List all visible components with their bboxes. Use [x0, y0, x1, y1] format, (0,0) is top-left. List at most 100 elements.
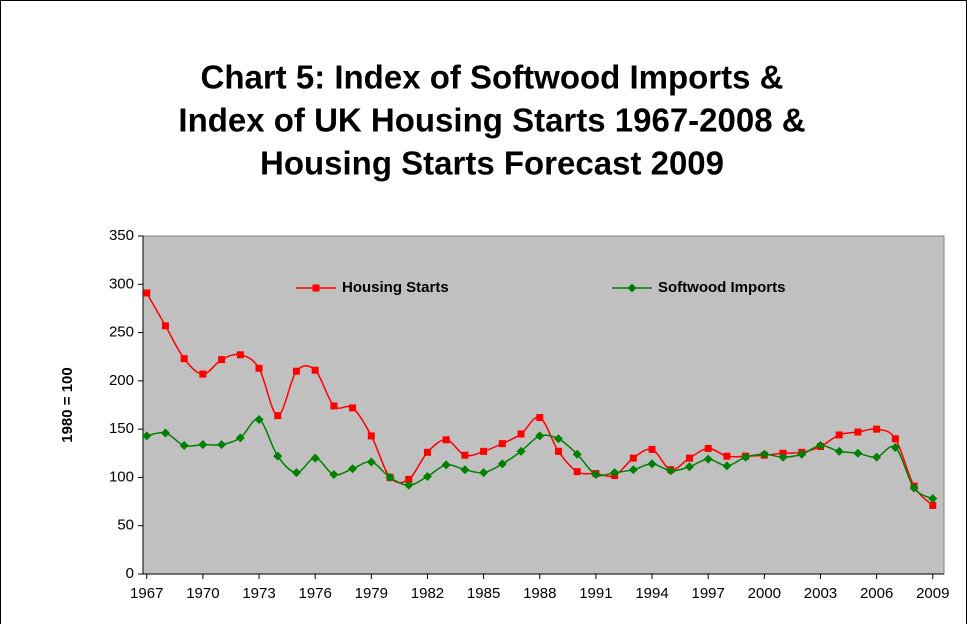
marker-square — [648, 445, 656, 453]
marker-square — [442, 436, 450, 444]
chart-title: Index of UK Housing Starts 1967-2008 & — [178, 102, 805, 139]
marker-square — [704, 444, 712, 452]
marker-diamond — [684, 462, 694, 472]
marker-diamond — [310, 453, 320, 463]
marker-square — [835, 431, 843, 439]
y-tick-label: 150 — [109, 420, 134, 437]
marker-square — [685, 454, 693, 462]
marker-diamond — [460, 465, 470, 475]
x-tick-label: 1985 — [467, 585, 500, 602]
marker-diamond — [198, 440, 208, 450]
y-tick-label: 350 — [109, 227, 134, 244]
x-tick-label: 1967 — [130, 585, 163, 602]
marker-square — [143, 289, 151, 297]
marker-square — [929, 501, 937, 509]
marker-diamond — [610, 468, 620, 478]
marker-square — [180, 355, 188, 363]
marker-diamond — [815, 441, 825, 451]
marker-diamond — [479, 468, 489, 478]
marker-square — [573, 468, 581, 476]
marker-diamond — [404, 480, 414, 490]
marker-square — [461, 451, 469, 459]
x-tick-label: 1988 — [523, 585, 556, 602]
marker-diamond — [366, 457, 376, 467]
x-tick-label: 1994 — [635, 585, 668, 602]
marker-diamond — [591, 470, 601, 480]
marker-diamond — [627, 283, 637, 293]
x-tick-label: 1976 — [298, 585, 331, 602]
marker-diamond — [497, 459, 507, 469]
marker-diamond — [179, 441, 189, 451]
y-tick-label: 300 — [109, 275, 134, 292]
x-tick-label: 2006 — [860, 585, 893, 602]
marker-square — [629, 454, 637, 462]
y-tick-label: 50 — [117, 517, 134, 534]
marker-diamond — [516, 446, 526, 456]
marker-diamond — [834, 446, 844, 456]
legend-label: Softwood Imports — [658, 279, 786, 296]
x-tick-label: 2009 — [916, 585, 949, 602]
marker-square — [199, 370, 207, 378]
marker-square — [498, 440, 506, 448]
marker-diamond — [535, 431, 545, 441]
marker-square — [854, 428, 862, 436]
marker-square — [536, 414, 544, 422]
marker-diamond — [853, 448, 863, 458]
marker-diamond — [759, 449, 769, 459]
marker-diamond — [142, 431, 152, 441]
marker-square — [236, 351, 244, 359]
marker-diamond — [628, 465, 638, 475]
marker-diamond — [890, 442, 900, 452]
marker-square — [405, 475, 413, 483]
marker-diamond — [160, 428, 170, 438]
chart-title: Chart 5: Index of Softwood Imports & — [201, 59, 784, 96]
marker-square — [330, 402, 338, 410]
marker-square — [480, 447, 488, 455]
x-tick-label: 1970 — [186, 585, 219, 602]
marker-square — [517, 430, 525, 438]
marker-diamond — [741, 452, 751, 462]
marker-square — [161, 322, 169, 330]
x-tick-label: 1979 — [355, 585, 388, 602]
marker-square — [274, 412, 282, 420]
y-tick-label: 250 — [109, 324, 134, 341]
marker-square — [723, 452, 731, 460]
x-tick-label: 2003 — [804, 585, 837, 602]
marker-square — [367, 432, 375, 440]
marker-diamond — [778, 452, 788, 462]
marker-diamond — [722, 461, 732, 471]
marker-square — [891, 435, 899, 443]
chart-title: Housing Starts Forecast 2009 — [260, 145, 724, 182]
marker-diamond — [647, 459, 657, 469]
marker-square — [873, 425, 881, 433]
marker-diamond — [235, 433, 245, 443]
marker-diamond — [422, 471, 432, 481]
marker-diamond — [872, 452, 882, 462]
marker-diamond — [273, 451, 283, 461]
marker-square — [349, 404, 357, 412]
y-tick-label: 100 — [109, 468, 134, 485]
marker-diamond — [909, 483, 919, 493]
marker-diamond — [572, 449, 582, 459]
plot-area — [142, 235, 945, 575]
marker-square — [423, 448, 431, 456]
marker-square — [255, 364, 263, 372]
y-tick-label: 0 — [126, 565, 134, 582]
y-tick-label: 200 — [109, 372, 134, 389]
x-tick-label: 1997 — [692, 585, 725, 602]
marker-diamond — [348, 464, 358, 474]
x-tick-label: 1991 — [579, 585, 612, 602]
x-tick-label: 2000 — [748, 585, 781, 602]
y-axis-label: 1980 = 100 — [59, 367, 76, 443]
marker-diamond — [291, 468, 301, 478]
marker-square — [218, 356, 226, 364]
marker-square — [312, 284, 320, 292]
x-tick-label: 1982 — [411, 585, 444, 602]
marker-diamond — [217, 440, 227, 450]
marker-diamond — [666, 466, 676, 476]
marker-square — [292, 367, 300, 375]
marker-diamond — [928, 494, 938, 504]
marker-diamond — [329, 470, 339, 480]
legend-label: Housing Starts — [342, 279, 449, 296]
